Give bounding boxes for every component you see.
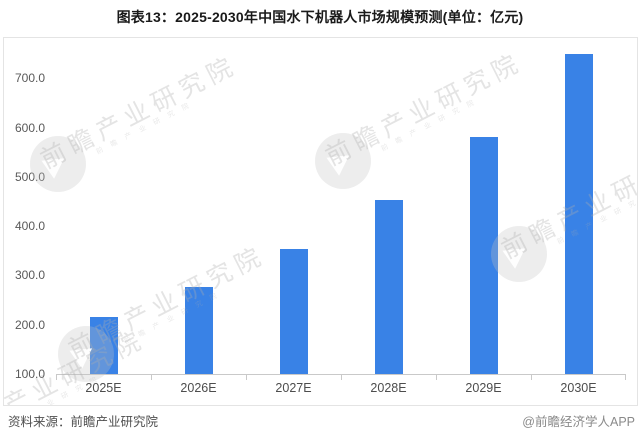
y-tick-label-300: 300.0 — [14, 268, 45, 283]
x-axis-tick — [531, 375, 532, 380]
y-tick-label-400: 400.0 — [14, 219, 45, 234]
category-label-2028E: 2028E — [370, 381, 407, 395]
category-label-2029E: 2029E — [465, 381, 502, 395]
x-axis-tick — [436, 375, 437, 380]
chart-title: 图表13：2025-2030年中国水下机器人市场规模预测(单位：亿元) — [116, 9, 524, 25]
y-tick-label-700: 700.0 — [14, 71, 45, 86]
chart-area: 100.0 200.0 300.0 400.0 500.0 600.0 700.0 2025… — [3, 37, 638, 406]
y-tick-label-600: 600.0 — [14, 120, 45, 135]
x-axis-tick — [246, 375, 247, 380]
bar-2029E — [469, 136, 498, 374]
x-axis-labels: 2025E 2026E 2027E 2028E 2029E 2030E — [56, 381, 626, 395]
y-tick-label-500: 500.0 — [14, 169, 45, 184]
plot-area — [56, 38, 626, 380]
bar-2026E — [184, 286, 213, 374]
category-label-2026E: 2026E — [180, 381, 217, 395]
x-axis-tick — [341, 375, 342, 380]
category-label-2025E: 2025E — [85, 381, 122, 395]
category-label-2030E: 2030E — [560, 381, 597, 395]
y-tick-label-200: 200.0 — [14, 317, 45, 332]
bar-2025E — [89, 317, 118, 374]
y-axis-labels: 100.0 200.0 300.0 400.0 500.0 600.0 700.0 — [4, 38, 50, 405]
x-axis-tick — [151, 375, 152, 380]
source-note: 资料来源：前瞻产业研究院 — [8, 415, 159, 429]
bar-2028E — [374, 199, 403, 374]
bar-2027E — [279, 248, 308, 374]
x-axis-tick — [625, 375, 626, 380]
y-tick-label-100: 100.0 — [14, 367, 45, 381]
category-label-2027E: 2027E — [275, 381, 312, 395]
bar-2030E — [564, 53, 593, 374]
x-axis-tick — [56, 375, 57, 380]
credit-note: @前瞻经济学人APP — [522, 415, 635, 429]
footer: 资料来源：前瞻产业研究院 @前瞻经济学人APP — [8, 411, 635, 430]
